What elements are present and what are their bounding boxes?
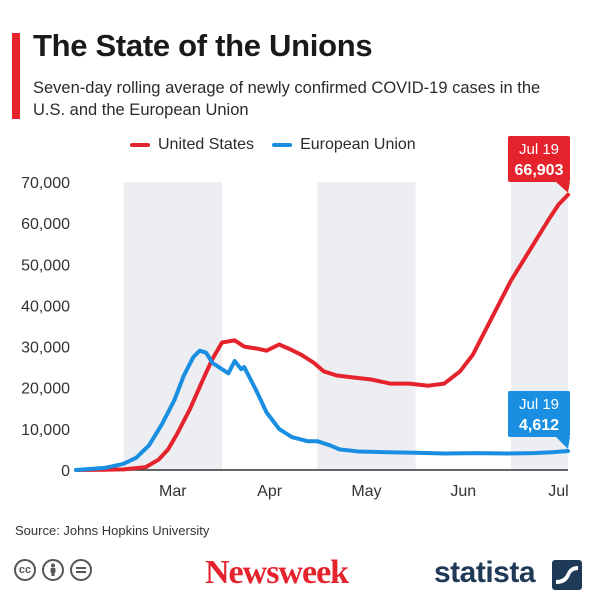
y-tick-label: 70,000	[21, 175, 70, 192]
end-label-value-eu: 4,612	[519, 417, 559, 434]
legend-item-us: United States	[130, 136, 254, 154]
y-tick-label: 50,000	[21, 257, 70, 274]
series-line-eu	[74, 348, 570, 472]
y-tick-label: 60,000	[21, 216, 70, 233]
legend-item-eu: European Union	[272, 136, 416, 154]
legend-swatch-eu	[272, 143, 293, 147]
month-band	[317, 182, 416, 470]
statista-mark-icon	[552, 560, 582, 590]
x-tick-label: Apr	[257, 483, 283, 500]
x-tick-label: May	[351, 483, 381, 500]
legend-label-us: United States	[158, 136, 255, 153]
chart-title: The State of the Unions	[33, 28, 373, 63]
end-label-box-eu	[508, 391, 570, 437]
end-label-pointer-us	[556, 182, 570, 193]
y-tick-label: 0	[61, 463, 70, 480]
y-tick-label: 40,000	[21, 298, 70, 315]
legend-label-eu: European Union	[300, 136, 416, 153]
y-tick-label: 30,000	[21, 340, 70, 357]
x-tick-label: Jul	[548, 483, 568, 500]
attribution-icon	[42, 559, 64, 581]
end-label-date-us: Jul 19	[519, 141, 559, 158]
end-label-pointer-eu	[556, 437, 570, 450]
x-tick-label: Jun	[450, 483, 476, 500]
month-band	[123, 182, 223, 470]
no-derivatives-icon	[70, 559, 92, 581]
title-accent-bar	[12, 33, 20, 119]
footer: cc Newsweek statista	[0, 550, 600, 607]
chart-subtitle: Seven-day rolling average of newly confi…	[33, 79, 541, 119]
line-chart: 0 10,000 20,000 30,000 40,000 50,000 60,000 70,…	[21, 136, 570, 500]
end-label-box-us	[508, 136, 570, 182]
license-icons: cc	[14, 559, 92, 581]
newsweek-logo: Newsweek	[205, 554, 349, 591]
end-label-date-eu: Jul 19	[519, 396, 559, 413]
y-tick-label: 20,000	[21, 381, 70, 398]
source-note: Source: Johns Hopkins University	[15, 523, 210, 538]
statista-logo: statista	[434, 556, 536, 589]
y-tick-label: 10,000	[21, 422, 70, 439]
legend-swatch-us	[130, 143, 150, 147]
chart-legend: United States European Union	[130, 136, 416, 154]
cc-icon: cc	[14, 559, 36, 581]
series-line-us	[74, 192, 570, 472]
end-label-value-us: 66,903	[515, 162, 564, 179]
x-tick-label: Mar	[159, 483, 187, 500]
